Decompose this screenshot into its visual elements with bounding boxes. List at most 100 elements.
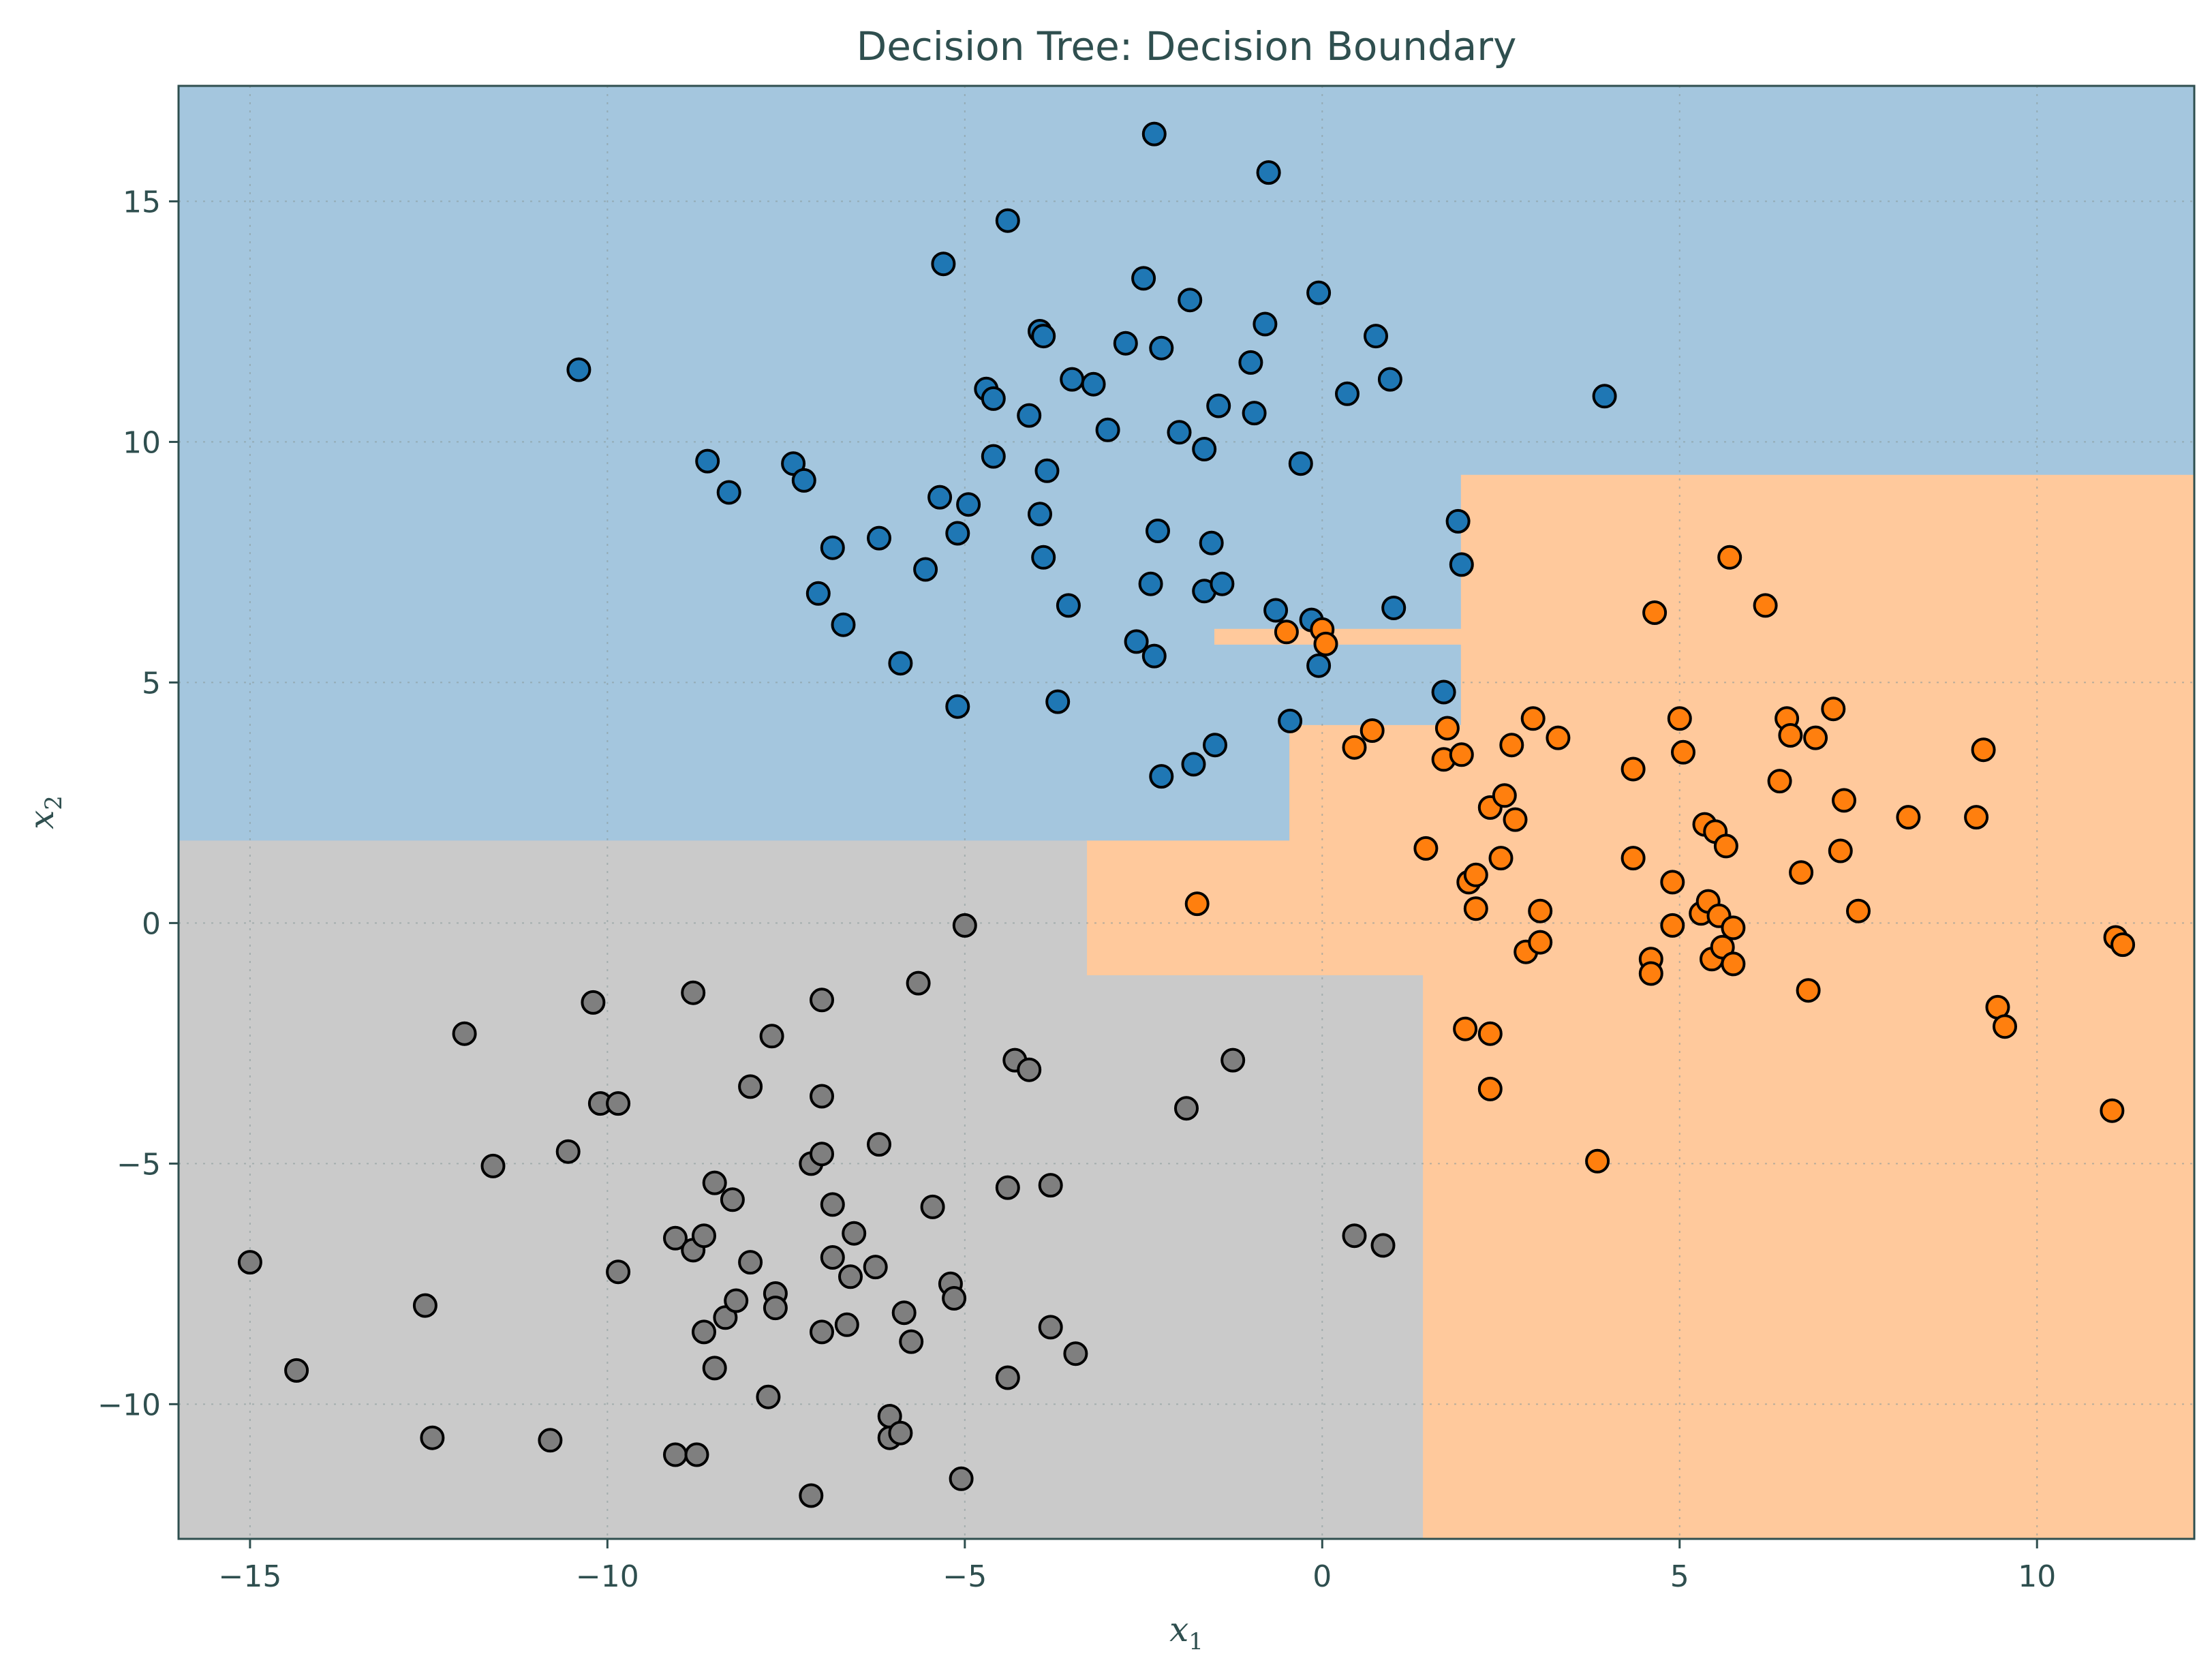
point-orange — [1620, 756, 1646, 782]
x-tick-label: −5 — [942, 1559, 987, 1594]
point-orange — [1846, 898, 1871, 923]
point-blue — [1253, 311, 1278, 337]
x-axis-label-base: x — [1169, 1610, 1188, 1649]
point-blue — [831, 612, 856, 637]
y-axis-label-subscript: 2 — [40, 795, 67, 810]
point-blue — [566, 357, 592, 382]
point-blue — [1192, 437, 1217, 461]
point-gray — [759, 1024, 784, 1049]
point-orange — [1660, 870, 1685, 895]
point-orange — [1713, 834, 1738, 859]
y-tick-label: 10 — [123, 425, 161, 460]
point-orange — [1449, 742, 1474, 767]
point-blue — [1306, 280, 1332, 305]
point-blue — [1017, 403, 1042, 428]
point-orange — [1434, 716, 1460, 741]
point-orange — [1413, 836, 1439, 861]
point-orange — [1993, 1014, 2017, 1039]
point-blue — [931, 251, 956, 277]
point-orange — [1767, 769, 1792, 794]
point-orange — [1528, 930, 1553, 955]
point-blue — [1381, 596, 1407, 620]
point-gray — [891, 1300, 917, 1326]
point-orange — [1638, 961, 1663, 986]
y-tick-label: 0 — [142, 906, 161, 941]
point-orange — [1585, 1148, 1610, 1174]
point-blue — [1364, 324, 1388, 349]
point-orange — [1828, 838, 1853, 863]
point-orange — [1477, 1076, 1503, 1101]
point-gray — [799, 1483, 824, 1508]
point-gray — [692, 1319, 716, 1345]
point-gray — [842, 1221, 867, 1246]
point-orange — [1274, 620, 1299, 645]
point-blue — [1081, 371, 1106, 397]
point-blue — [1206, 393, 1231, 418]
point-blue — [1203, 733, 1227, 758]
point-blue — [1167, 420, 1192, 445]
point-gray — [834, 1312, 859, 1337]
point-gray — [538, 1428, 563, 1453]
point-blue — [1449, 552, 1474, 577]
point-blue — [927, 485, 953, 510]
point-blue — [1278, 708, 1303, 733]
point-gray — [863, 1255, 888, 1280]
point-gray — [995, 1365, 1020, 1390]
point-blue — [1592, 384, 1617, 409]
point-blue — [956, 492, 981, 517]
point-orange — [1778, 723, 1803, 748]
point-gray — [920, 1194, 945, 1219]
point-orange — [1453, 1016, 1478, 1041]
point-gray — [681, 980, 706, 1005]
point-gray — [1017, 1057, 1042, 1082]
point-blue — [805, 581, 831, 606]
point-gray — [713, 1305, 738, 1330]
point-orange — [1477, 1021, 1503, 1046]
point-blue — [1141, 121, 1167, 147]
point-orange — [1832, 788, 1856, 813]
point-gray — [867, 1132, 891, 1157]
point-orange — [1896, 805, 1921, 830]
point-gray — [284, 1358, 309, 1383]
point-gray — [702, 1356, 727, 1381]
point-blue — [820, 535, 845, 560]
point-blue — [945, 694, 970, 719]
point-blue — [1031, 545, 1056, 570]
x-tick-label: 0 — [1312, 1559, 1332, 1594]
point-orange — [1717, 545, 1742, 570]
point-gray — [756, 1384, 781, 1409]
point-blue — [1146, 519, 1170, 543]
point-blue — [1149, 764, 1174, 789]
point-blue — [1210, 571, 1235, 596]
series-blue — [566, 121, 1617, 789]
point-gray — [888, 1420, 913, 1446]
point-blue — [1028, 502, 1052, 527]
point-gray — [663, 1442, 688, 1467]
point-blue — [1113, 331, 1138, 356]
point-blue — [1431, 679, 1456, 705]
point-blue — [995, 208, 1020, 233]
point-orange — [1546, 725, 1571, 750]
point-gray — [942, 1286, 967, 1311]
point-orange — [1492, 783, 1517, 808]
point-gray — [810, 988, 834, 1013]
point-orange — [1721, 951, 1746, 977]
point-blue — [1288, 451, 1313, 476]
point-orange — [1342, 735, 1367, 760]
point-blue — [867, 525, 891, 551]
point-gray — [810, 1142, 834, 1167]
point-orange — [1528, 898, 1553, 923]
point-blue — [1199, 530, 1224, 555]
point-gray — [702, 1170, 727, 1195]
x-axis-label: x1 — [1169, 1610, 1203, 1655]
y-tick-label: −10 — [97, 1388, 161, 1422]
point-orange — [2110, 932, 2136, 958]
point-gray — [1063, 1341, 1088, 1366]
point-gray — [480, 1153, 506, 1178]
point-blue — [1256, 160, 1281, 185]
point-orange — [1642, 600, 1668, 625]
point-gray — [555, 1139, 581, 1164]
point-blue — [945, 521, 970, 546]
point-gray — [810, 1319, 834, 1345]
point-orange — [1796, 978, 1821, 1003]
